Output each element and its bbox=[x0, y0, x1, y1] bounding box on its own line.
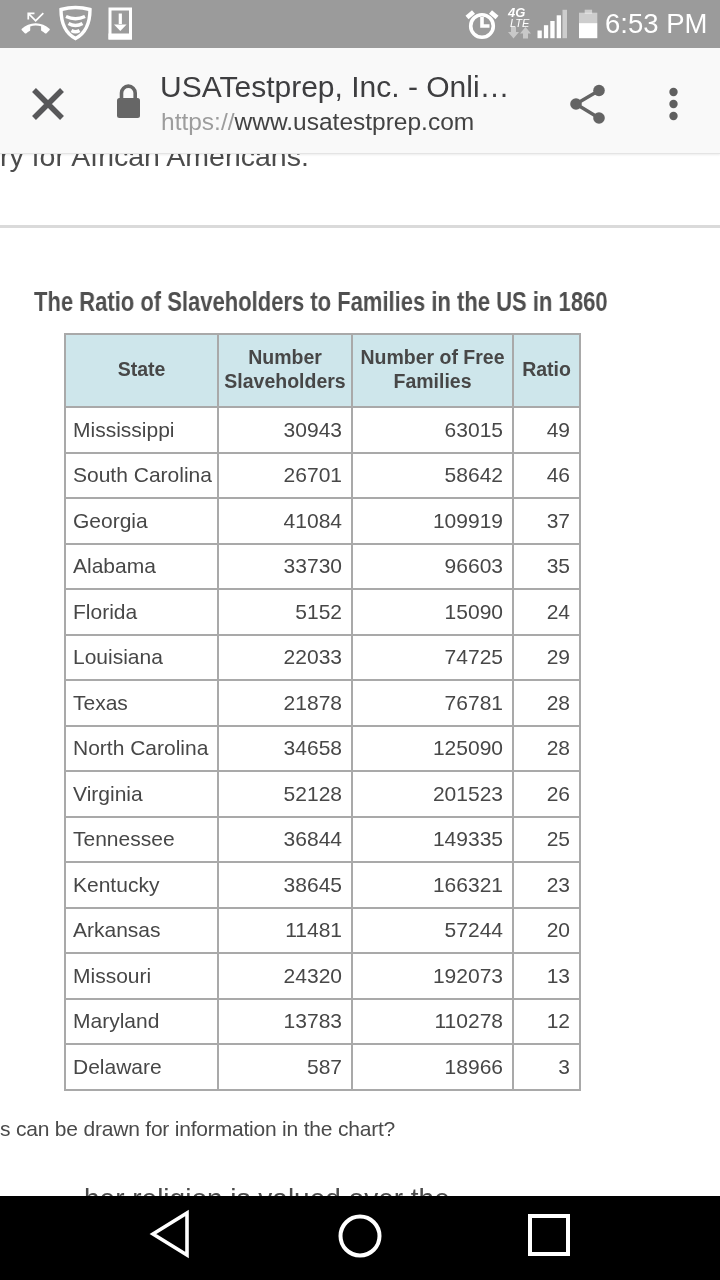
svg-text:LTE: LTE bbox=[510, 17, 530, 29]
